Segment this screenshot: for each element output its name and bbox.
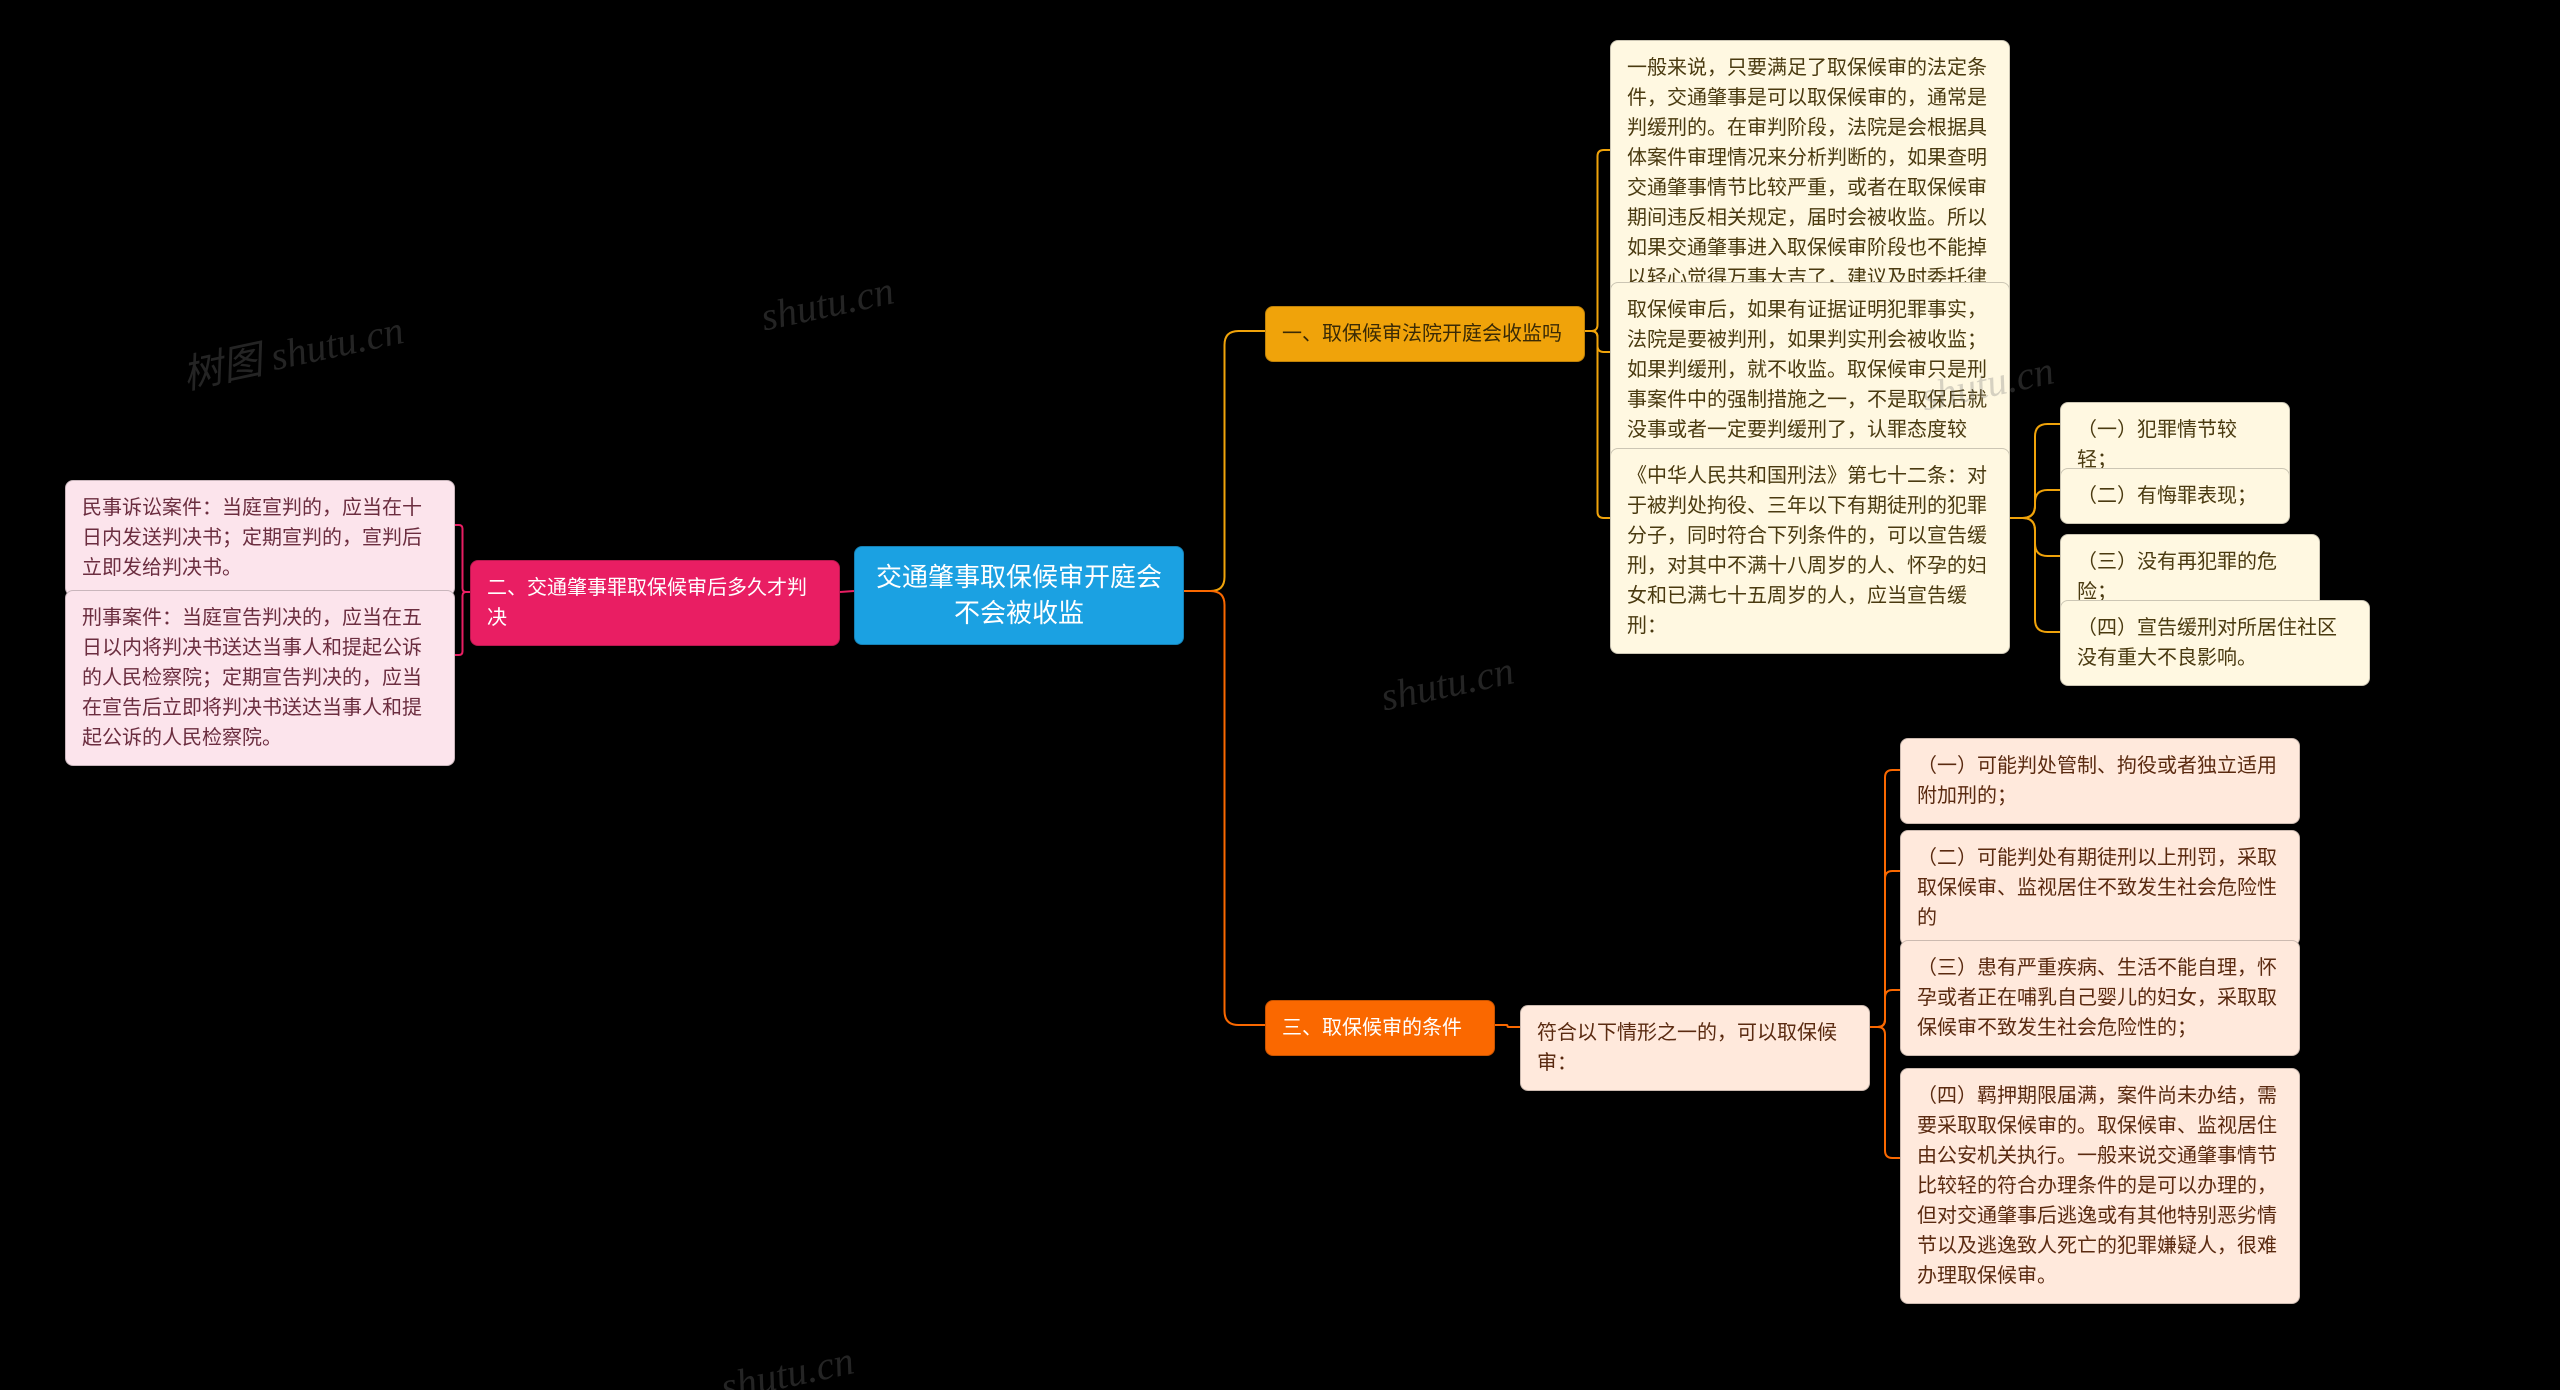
connector xyxy=(1184,591,1265,1025)
connector xyxy=(2010,518,2060,556)
connector xyxy=(840,591,854,592)
mindmap-node-b3_r4[interactable]: （四）羁押期限届满，案件尚未办结，需要采取取保候审的。取保候审、监视居住由公安机… xyxy=(1900,1068,2300,1304)
connector xyxy=(2010,518,2060,632)
connector xyxy=(1870,770,1900,1027)
mindmap-node-b2_l1[interactable]: 民事诉讼案件：当庭宣判的，应当在十日内发送判决书；定期宣判的，宣判后立即发给判决… xyxy=(65,480,455,596)
mindmap-node-b3_r[interactable]: 符合以下情形之一的，可以取保候审： xyxy=(1520,1005,1870,1091)
watermark: 树图 shutu.cn xyxy=(176,297,408,400)
connector xyxy=(455,525,470,592)
connector xyxy=(1495,1025,1520,1027)
mindmap-node-b3_r1[interactable]: （一）可能判处管制、拘役或者独立适用附加刑的； xyxy=(1900,738,2300,824)
mindmap-node-b2_l2[interactable]: 刑事案件：当庭宣告判决的，应当在五日以内将判决书送达当事人和提起公诉的人民检察院… xyxy=(65,590,455,766)
connector xyxy=(1184,331,1265,591)
connector xyxy=(1585,331,1610,352)
connector xyxy=(2010,490,2060,518)
connector xyxy=(455,592,470,655)
watermark: shutu.cn xyxy=(717,1337,858,1390)
mindmap-node-b3_r3[interactable]: （三）患有严重疾病、生活不能自理，怀孕或者正在哺乳自己婴儿的妇女，采取取保候审不… xyxy=(1900,940,2300,1056)
mindmap-node-b1_r3_4[interactable]: （四）宣告缓刑对所居住社区没有重大不良影响。 xyxy=(2060,600,2370,686)
connector xyxy=(1870,1027,1900,1158)
connector xyxy=(1585,150,1610,331)
watermark: shutu.cn xyxy=(1377,647,1518,721)
connector xyxy=(1870,871,1900,1027)
mindmap-node-b1_r3[interactable]: 《中华人民共和国刑法》第七十二条：对于被判处拘役、三年以下有期徒刑的犯罪分子，同… xyxy=(1610,448,2010,654)
connector xyxy=(2010,424,2060,518)
mindmap-node-b3[interactable]: 三、取保候审的条件 xyxy=(1265,1000,1495,1056)
mindmap-node-b1_r3_2[interactable]: （二）有悔罪表现； xyxy=(2060,468,2290,524)
mindmap-node-center[interactable]: 交通肇事取保候审开庭会不会被收监 xyxy=(854,546,1184,645)
connector xyxy=(1585,331,1610,518)
connector xyxy=(1870,990,1900,1027)
mindmap-node-b1[interactable]: 一、取保候审法院开庭会收监吗 xyxy=(1265,306,1585,362)
watermark: shutu.cn xyxy=(757,267,898,341)
mindmap-node-b3_r2[interactable]: （二）可能判处有期徒刑以上刑罚，采取取保候审、监视居住不致发生社会危险性的 xyxy=(1900,830,2300,946)
mindmap-node-b2[interactable]: 二、交通肇事罪取保候审后多久才判决 xyxy=(470,560,840,646)
